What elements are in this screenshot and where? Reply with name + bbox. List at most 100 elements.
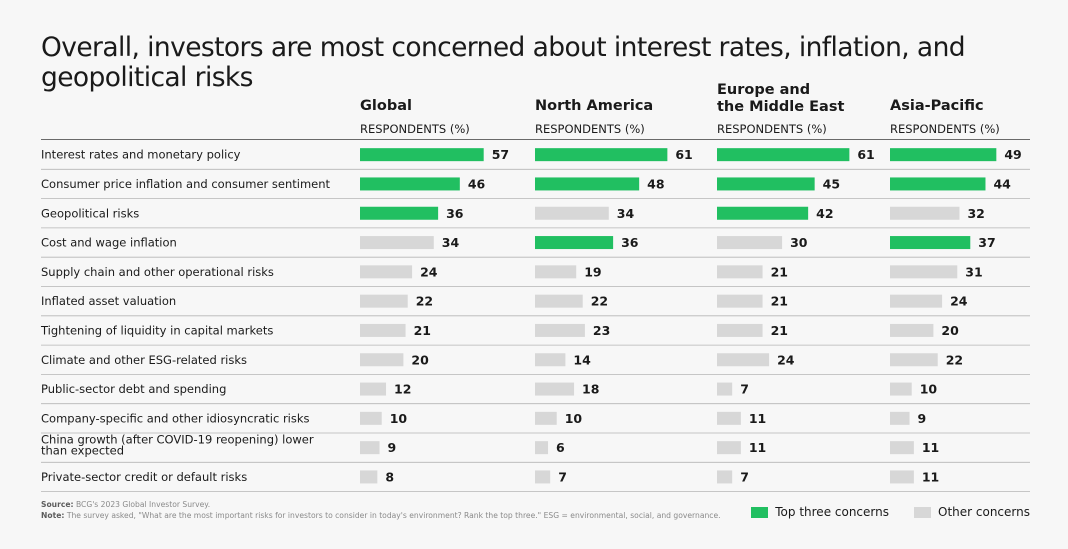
bar-global-consumer-price-inflation-and-consumer-sentiment [360, 177, 460, 191]
bar-asia-pacific-climate-and-other-esg-related-risks [890, 353, 938, 367]
bar-asia-pacific-china-growth-after-covid-19-reopening-lower-than-expected [890, 441, 914, 455]
row-label-tightening-of-liquidity-in-capital-markets: Tightening of liquidity in capital marke… [40, 323, 273, 337]
bar-north-america-climate-and-other-esg-related-risks [535, 353, 566, 367]
value-label-north-america-consumer-price-inflation-and-consumer-sentiment: 48 [647, 176, 664, 191]
bar-north-america-china-growth-after-covid-19-reopening-lower-than-expected [535, 441, 549, 455]
bar-europe-and-the-middle-east-private-sector-credit-or-default-risks [717, 470, 733, 484]
bar-global-supply-chain-and-other-operational-risks [360, 265, 413, 279]
value-label-asia-pacific-tightening-of-liquidity-in-capital-markets: 20 [941, 323, 959, 338]
column-header-europe-and-the-middle-east: Europe and the Middle East [717, 82, 844, 115]
value-label-europe-and-the-middle-east-inflated-asset-valuation: 21 [771, 294, 788, 309]
bar-global-inflated-asset-valuation [360, 294, 408, 308]
bar-north-america-company-specific-and-other-idiosyncratic-risks [535, 411, 557, 425]
legend-label-top-three: Top three concerns [775, 505, 889, 519]
value-label-europe-and-the-middle-east-company-specific-and-other-idiosyncratic-risks: 11 [749, 411, 766, 426]
bar-global-china-growth-after-covid-19-reopening-lower-than-expected [360, 441, 380, 455]
value-label-europe-and-the-middle-east-public-sector-debt-and-spending: 7 [740, 382, 749, 397]
bar-europe-and-the-middle-east-inflated-asset-valuation [717, 294, 763, 308]
value-label-global-supply-chain-and-other-operational-risks: 24 [420, 264, 438, 279]
value-label-global-geopolitical-risks: 36 [446, 206, 464, 221]
chart-footer: Source: BCG's 2023 Global Investor Surve… [41, 500, 741, 521]
source-text: BCG's 2023 Global Investor Survey. [75, 500, 211, 509]
legend-swatch-top-three [751, 506, 769, 518]
bar-global-climate-and-other-esg-related-risks [360, 353, 404, 367]
row-label-public-sector-debt-and-spending: Public-sector debt and spending [41, 382, 226, 396]
row-label-interest-rates-and-monetary-policy: Interest rates and monetary policy [41, 148, 241, 162]
row-label-company-specific-and-other-idiosyncratic-risks: Company-specific and other idiosyncratic… [41, 411, 310, 425]
value-label-north-america-public-sector-debt-and-spending: 18 [582, 382, 599, 397]
column-subheading: RESPONDENTS (%) [360, 122, 470, 136]
bar-north-america-cost-and-wage-inflation [535, 236, 614, 250]
value-label-north-america-geopolitical-risks: 34 [617, 206, 635, 221]
bar-north-america-geopolitical-risks [535, 206, 609, 220]
row-label-private-sector-credit-or-default-risks: Private-sector credit or default risks [41, 470, 247, 484]
source-line: Source: BCG's 2023 Global Investor Surve… [41, 500, 741, 511]
column-subheading: RESPONDENTS (%) [535, 122, 645, 136]
value-label-asia-pacific-cost-and-wage-inflation: 37 [978, 235, 995, 250]
bar-europe-and-the-middle-east-geopolitical-risks [717, 206, 809, 220]
value-label-europe-and-the-middle-east-climate-and-other-esg-related-risks: 24 [777, 352, 795, 367]
bar-global-private-sector-credit-or-default-risks [360, 470, 378, 484]
value-label-asia-pacific-china-growth-after-covid-19-reopening-lower-than-expected: 11 [922, 440, 939, 455]
value-label-europe-and-the-middle-east-geopolitical-risks: 42 [816, 206, 833, 221]
value-label-global-climate-and-other-esg-related-risks: 20 [411, 352, 429, 367]
value-label-north-america-supply-chain-and-other-operational-risks: 19 [584, 264, 601, 279]
bar-north-america-private-sector-credit-or-default-risks [535, 470, 551, 484]
value-label-north-america-private-sector-credit-or-default-risks: 7 [558, 469, 567, 484]
value-label-europe-and-the-middle-east-china-growth-after-covid-19-reopening-lower-than-expected: 11 [749, 440, 766, 455]
bar-north-america-public-sector-debt-and-spending [535, 382, 575, 396]
value-label-global-china-growth-after-covid-19-reopening-lower-than-expected: 9 [388, 440, 397, 455]
chart-legend: Top three concerns Other concerns [726, 505, 1030, 519]
bar-europe-and-the-middle-east-interest-rates-and-monetary-policy [717, 148, 850, 162]
bar-asia-pacific-cost-and-wage-inflation [890, 236, 971, 250]
bar-europe-and-the-middle-east-public-sector-debt-and-spending [717, 382, 733, 396]
value-label-north-america-interest-rates-and-monetary-policy: 61 [675, 147, 692, 162]
bar-global-public-sector-debt-and-spending [360, 382, 387, 396]
bar-europe-and-the-middle-east-consumer-price-inflation-and-consumer-sentiment [717, 177, 815, 191]
row-label-consumer-price-inflation-and-consumer-sentiment: Consumer price inflation and consumer se… [41, 177, 331, 191]
row-label-supply-chain-and-other-operational-risks: Supply chain and other operational risks [41, 265, 274, 279]
column-subheading: RESPONDENTS (%) [717, 122, 827, 136]
bar-north-america-consumer-price-inflation-and-consumer-sentiment [535, 177, 640, 191]
bar-north-america-inflated-asset-valuation [535, 294, 583, 308]
bar-global-company-specific-and-other-idiosyncratic-risks [360, 411, 382, 425]
value-label-asia-pacific-inflated-asset-valuation: 24 [950, 294, 968, 309]
value-label-global-tightening-of-liquidity-in-capital-markets: 21 [414, 323, 431, 338]
note-text: The survey asked, "What are the most imp… [66, 510, 721, 520]
bar-europe-and-the-middle-east-climate-and-other-esg-related-risks [717, 353, 770, 367]
legend-item-top-three: Top three concerns [751, 505, 889, 519]
value-label-asia-pacific-consumer-price-inflation-and-consumer-sentiment: 44 [993, 176, 1011, 191]
value-label-europe-and-the-middle-east-consumer-price-inflation-and-consumer-sentiment: 45 [823, 176, 840, 191]
bar-global-tightening-of-liquidity-in-capital-markets [360, 323, 406, 337]
value-label-global-consumer-price-inflation-and-consumer-sentiment: 46 [468, 176, 486, 191]
row-label-climate-and-other-esg-related-risks: Climate and other ESG-related risks [41, 353, 247, 367]
bar-asia-pacific-company-specific-and-other-idiosyncratic-risks [890, 411, 910, 425]
value-label-asia-pacific-geopolitical-risks: 32 [967, 206, 984, 221]
bar-asia-pacific-geopolitical-risks [890, 206, 960, 220]
value-label-europe-and-the-middle-east-cost-and-wage-inflation: 30 [790, 235, 808, 250]
bar-global-cost-and-wage-inflation [360, 236, 434, 250]
legend-item-other: Other concerns [914, 505, 1030, 519]
value-label-global-cost-and-wage-inflation: 34 [442, 235, 460, 250]
bar-asia-pacific-private-sector-credit-or-default-risks [890, 470, 914, 484]
value-label-europe-and-the-middle-east-supply-chain-and-other-operational-risks: 21 [771, 264, 788, 279]
value-label-global-public-sector-debt-and-spending: 12 [394, 382, 411, 397]
bar-north-america-tightening-of-liquidity-in-capital-markets [535, 323, 585, 337]
value-label-asia-pacific-company-specific-and-other-idiosyncratic-risks: 9 [918, 411, 927, 426]
column-header-global: Global [360, 98, 412, 114]
value-label-north-america-inflated-asset-valuation: 22 [591, 294, 608, 309]
value-label-global-company-specific-and-other-idiosyncratic-risks: 10 [390, 411, 408, 426]
bar-global-interest-rates-and-monetary-policy [360, 148, 484, 162]
value-label-global-interest-rates-and-monetary-policy: 57 [492, 147, 509, 162]
bar-global-geopolitical-risks [360, 206, 439, 220]
bar-asia-pacific-public-sector-debt-and-spending [890, 382, 912, 396]
value-label-europe-and-the-middle-east-tightening-of-liquidity-in-capital-markets: 21 [771, 323, 788, 338]
bar-europe-and-the-middle-east-tightening-of-liquidity-in-capital-markets [717, 323, 763, 337]
row-label-geopolitical-risks: Geopolitical risks [41, 206, 139, 220]
note-line: Note: The survey asked, "What are the mo… [41, 511, 741, 522]
source-label: Source: [41, 500, 74, 509]
row-label-cost-and-wage-inflation: Cost and wage inflation [41, 236, 177, 250]
bar-asia-pacific-tightening-of-liquidity-in-capital-markets [890, 323, 934, 337]
bar-asia-pacific-consumer-price-inflation-and-consumer-sentiment [890, 177, 986, 191]
